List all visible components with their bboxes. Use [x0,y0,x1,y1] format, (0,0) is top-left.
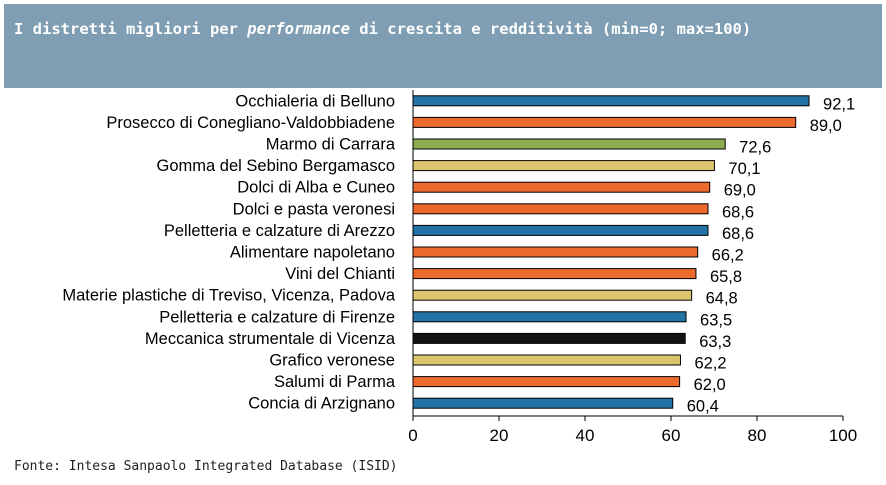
category-label: Dolci e pasta veronesi [233,200,395,218]
data-label: 70,1 [728,160,760,178]
category-label: Gomma del Sebino Bergamasco [157,157,395,175]
bar [412,289,693,301]
data-label: 63,3 [699,333,731,351]
data-label: 89,0 [810,117,842,135]
bar [412,224,709,236]
bar [412,138,726,150]
category-label: Salumi di Parma [274,373,396,391]
x-tick-label: 40 [576,426,595,445]
category-label: Dolci di Alba e Cuneo [237,179,395,197]
data-label: 62,2 [694,355,726,373]
source-note: Fonte: Intesa Sanpaolo Integrated Databa… [14,459,398,474]
bar [412,268,697,280]
data-label: 72,6 [739,139,771,157]
title-part2: di crescita e redditività (min=0; max=10… [349,20,752,38]
data-label: 69,0 [724,182,756,200]
bar [412,95,810,107]
title-italic: performance [247,20,350,38]
bar [412,376,681,388]
bar [412,116,797,128]
data-label: 64,8 [706,290,738,308]
x-tick-label: 20 [490,426,509,445]
category-label: Concia di Arzignano [248,395,395,413]
chart-title: I distretti migliori per performance di … [14,15,874,43]
category-label: Meccanica strumentale di Vicenza [145,330,396,348]
category-label: Vini del Chianti [285,265,395,283]
x-tick-label: 100 [829,426,857,445]
category-label: Alimentare napoletano [230,244,395,262]
category-label: Marmo di Carrara [266,136,396,154]
title-part1: I distretti migliori per [14,20,248,38]
category-label: Prosecco di Conegliano-Valdobbiadene [106,114,395,132]
category-label: Grafico veronese [269,352,395,370]
bar [412,246,699,258]
title-bar: I distretti migliori per performance di … [4,4,882,88]
bar [412,160,715,172]
data-label: 65,8 [710,268,742,286]
x-tick-label: 60 [662,426,681,445]
bar [412,181,711,193]
data-label: 68,6 [722,225,754,243]
category-label: Occhialeria di Belluno [235,92,395,110]
bar [412,332,686,344]
data-label: 66,2 [712,247,744,265]
category-label: Materie plastiche di Treviso, Vicenza, P… [62,287,395,305]
bar [412,397,674,409]
bar [412,311,687,323]
bar [412,354,681,366]
bar [412,203,709,215]
category-label: Pelletteria e calzature di Arezzo [164,222,395,240]
x-tick-label: 0 [408,426,417,445]
data-label: 92,1 [823,95,855,113]
category-label: Pelletteria e calzature di Firenze [159,308,395,326]
data-label: 63,5 [700,311,732,329]
data-label: 60,4 [687,398,719,416]
data-label: 62,0 [694,376,726,394]
x-tick-label: 80 [748,426,767,445]
data-label: 68,6 [722,203,754,221]
